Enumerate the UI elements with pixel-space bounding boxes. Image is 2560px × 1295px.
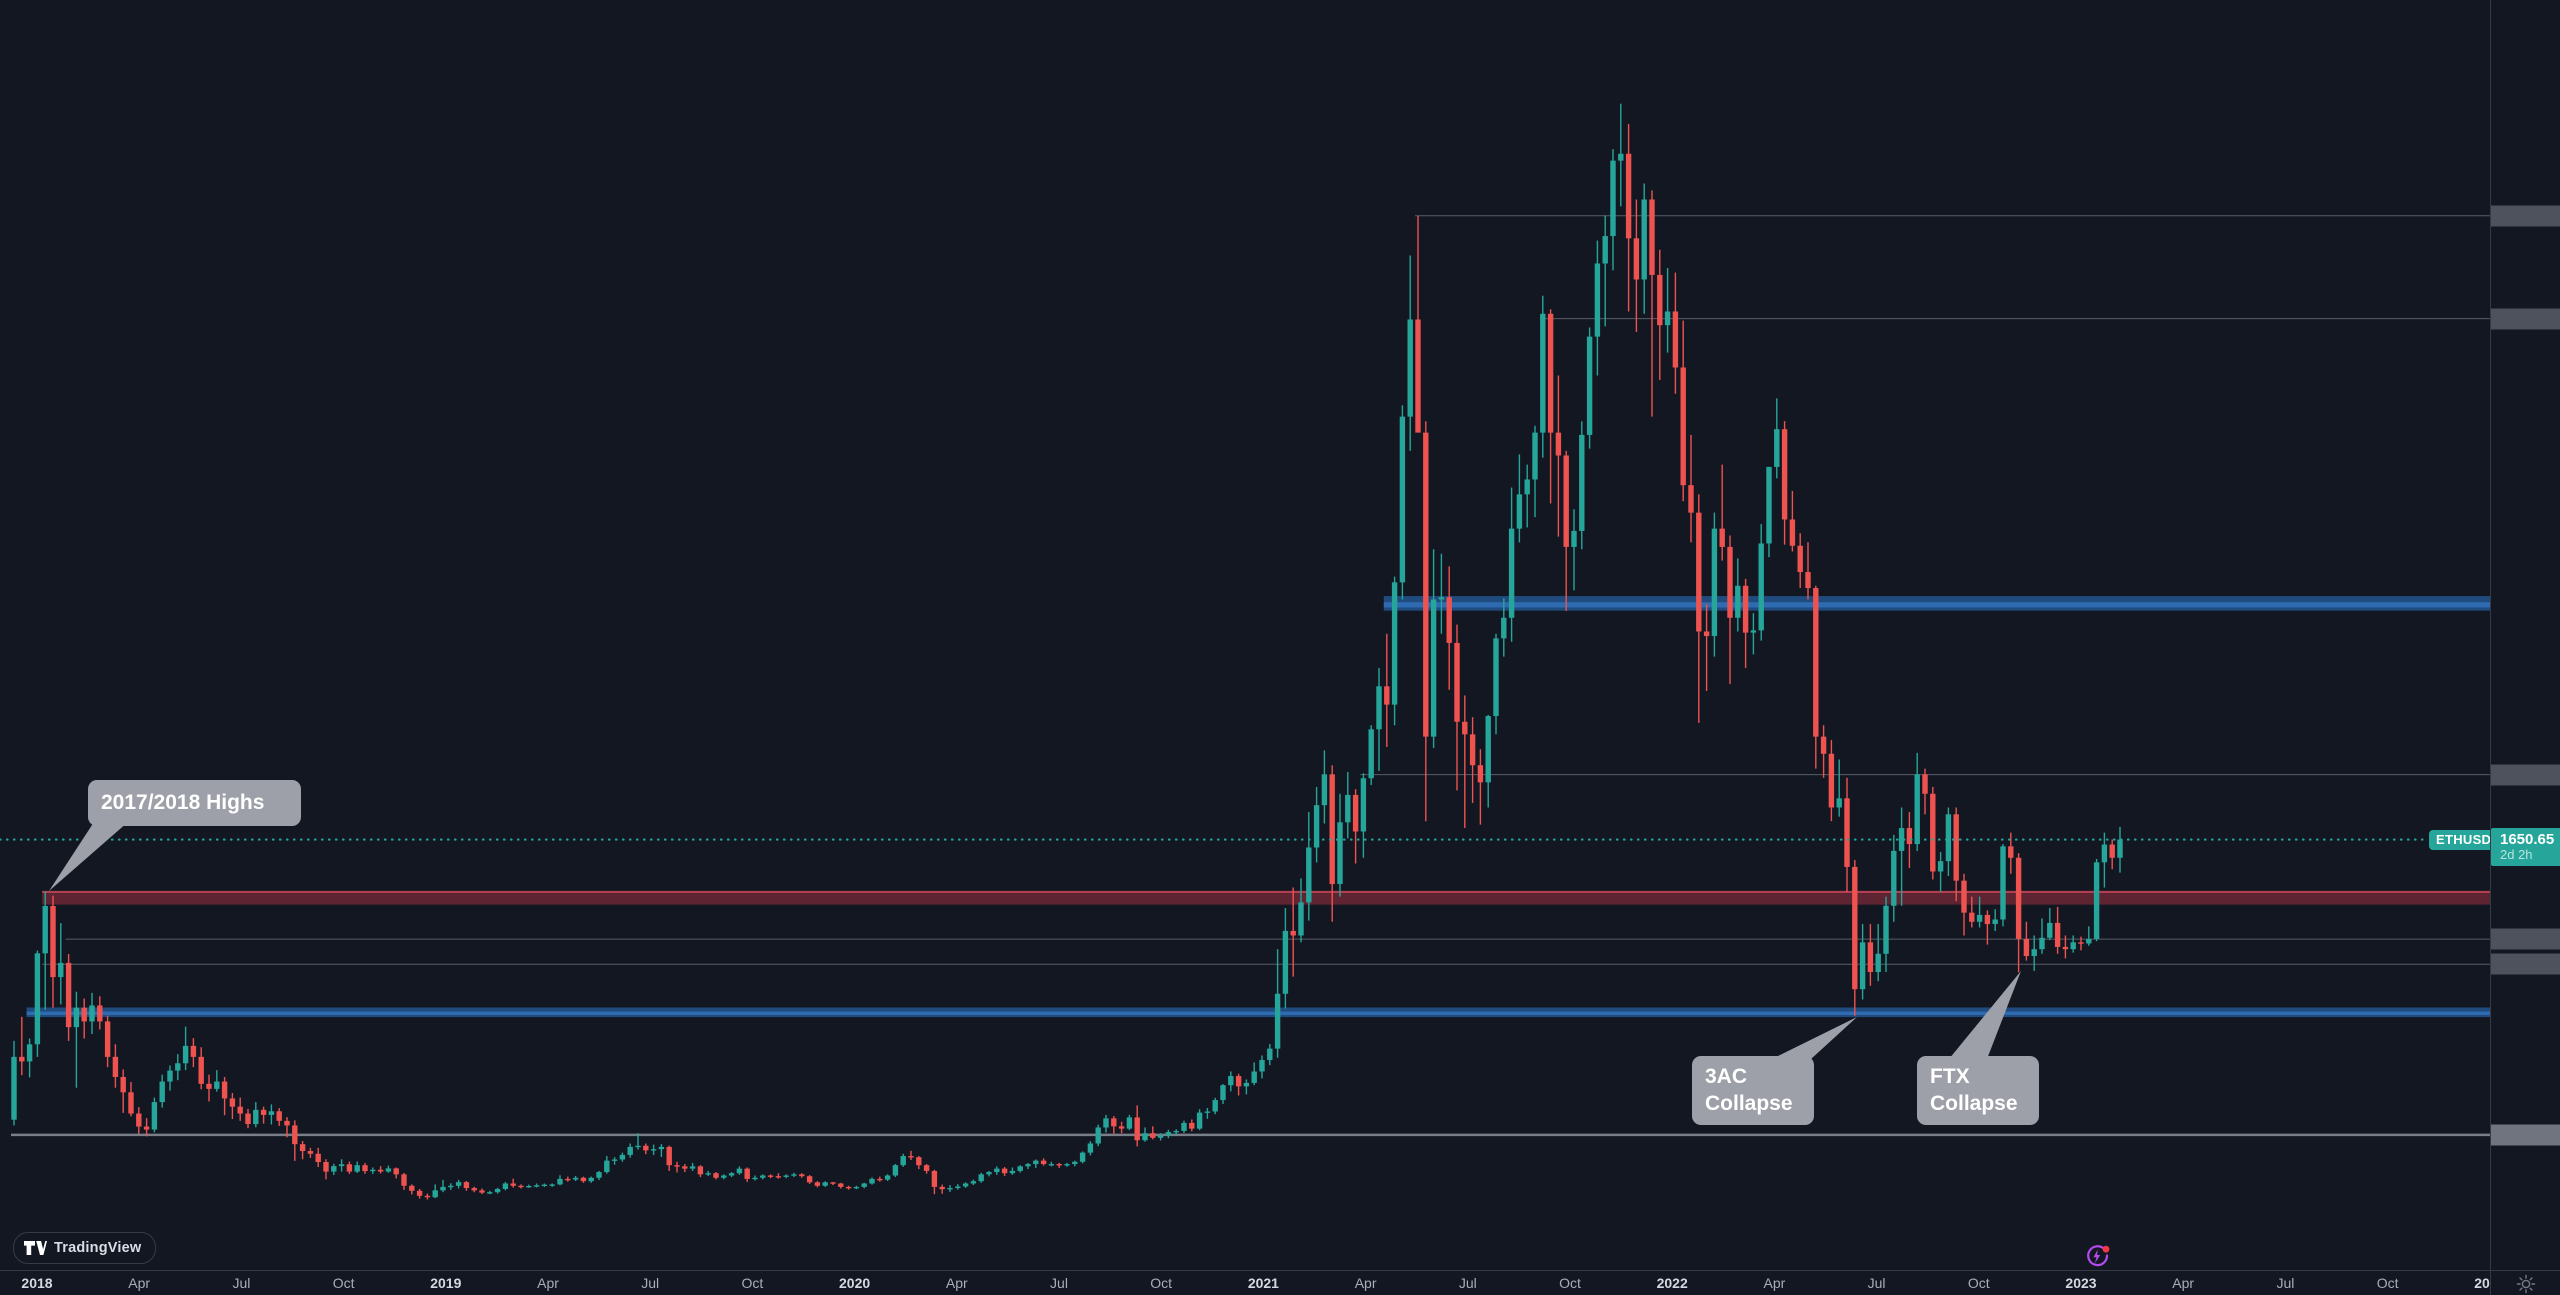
time-month-label: Apr [128, 1275, 151, 1291]
price-level-tag [2491, 308, 2560, 330]
time-year-label: 2023 [2065, 1275, 2097, 1291]
callout-text-line: 2017/2018 Highs [101, 791, 265, 814]
time-month-label: Jul [232, 1275, 251, 1291]
callout-text-line: Collapse [1705, 1092, 1793, 1115]
time-month-label: Jul [1458, 1275, 1477, 1291]
time-month-label: Apr [1763, 1275, 1786, 1291]
callout-text-line: Collapse [1930, 1092, 2018, 1115]
time-month-label: Oct [1559, 1275, 1581, 1291]
callout-text-line: FTX [1930, 1065, 1970, 1088]
candlestick-series[interactable] [11, 103, 2123, 1200]
time-month-label: Apr [945, 1275, 968, 1291]
time-year-label: 2020 [839, 1275, 871, 1291]
price-level-tag [2491, 928, 2560, 950]
callout-tails [49, 822, 2021, 1059]
time-year-label: 2022 [1656, 1275, 1688, 1291]
tradingview-logo-icon [24, 1241, 47, 1255]
callout-ftx[interactable]: FTX Collapse [1917, 1056, 2039, 1125]
time-month-label: Apr [1354, 1275, 1377, 1291]
callout-3ac[interactable]: 3AC Collapse [1692, 1056, 1814, 1125]
time-month-label: Jul [1050, 1275, 1068, 1291]
current-price-value: 1650.65 [2500, 830, 2555, 848]
symbol-price-label[interactable]: ETHUSD [2429, 829, 2499, 850]
callout-text-line: 3AC [1705, 1065, 1748, 1088]
price-level-tag [2491, 764, 2560, 786]
time-year-label: 2024 [2474, 1275, 2490, 1291]
horizontal-level-lines[interactable] [11, 215, 2490, 1137]
price-level-tag [2491, 205, 2560, 227]
time-year-label: 2018 [21, 1275, 53, 1291]
symbol-price-label-text: ETHUSD [2436, 831, 2492, 847]
current-price-tag: 1650.65 2d 2h [2491, 827, 2560, 866]
sun-icon[interactable] [2516, 1274, 2536, 1294]
time-month-label: Apr [2172, 1275, 2195, 1291]
price-zone-bands[interactable] [26, 596, 2491, 1018]
time-axis[interactable]: 2018 Apr Jul Oct 2019 Apr Jul Oct 2020 Apr Jul Oct 2… [0, 1270, 2490, 1295]
time-year-label: 2021 [1247, 1275, 1279, 1291]
callout-highs[interactable]: 2017/2018 Highs [88, 780, 301, 826]
time-month-label: Oct [1967, 1275, 1990, 1291]
time-month-label: Apr [537, 1275, 559, 1291]
time-year-label: 2019 [430, 1275, 462, 1291]
time-month-label: Jul [2276, 1275, 2295, 1291]
time-month-label: Oct [332, 1275, 355, 1291]
price-axis[interactable]: 1650.65 2d 2h [2490, 0, 2560, 1270]
notification-dot [2102, 1245, 2110, 1253]
time-month-label: Oct [1150, 1275, 1173, 1291]
tradingview-logo-text: TradingView [54, 1240, 142, 1256]
axis-settings-corner[interactable] [2490, 1270, 2560, 1295]
time-month-label: Jul [1867, 1275, 1886, 1291]
time-month-label: Oct [2376, 1275, 2399, 1291]
price-level-tag [2491, 1124, 2560, 1146]
bar-countdown: 2d 2h [2500, 846, 2533, 862]
lightning-badge-icon[interactable] [2083, 1243, 2110, 1270]
price-level-tag [2491, 953, 2560, 975]
tradingview-logo[interactable]: TradingView [13, 1232, 157, 1264]
time-month-label: Oct [741, 1275, 764, 1291]
time-month-label: Jul [641, 1275, 660, 1291]
